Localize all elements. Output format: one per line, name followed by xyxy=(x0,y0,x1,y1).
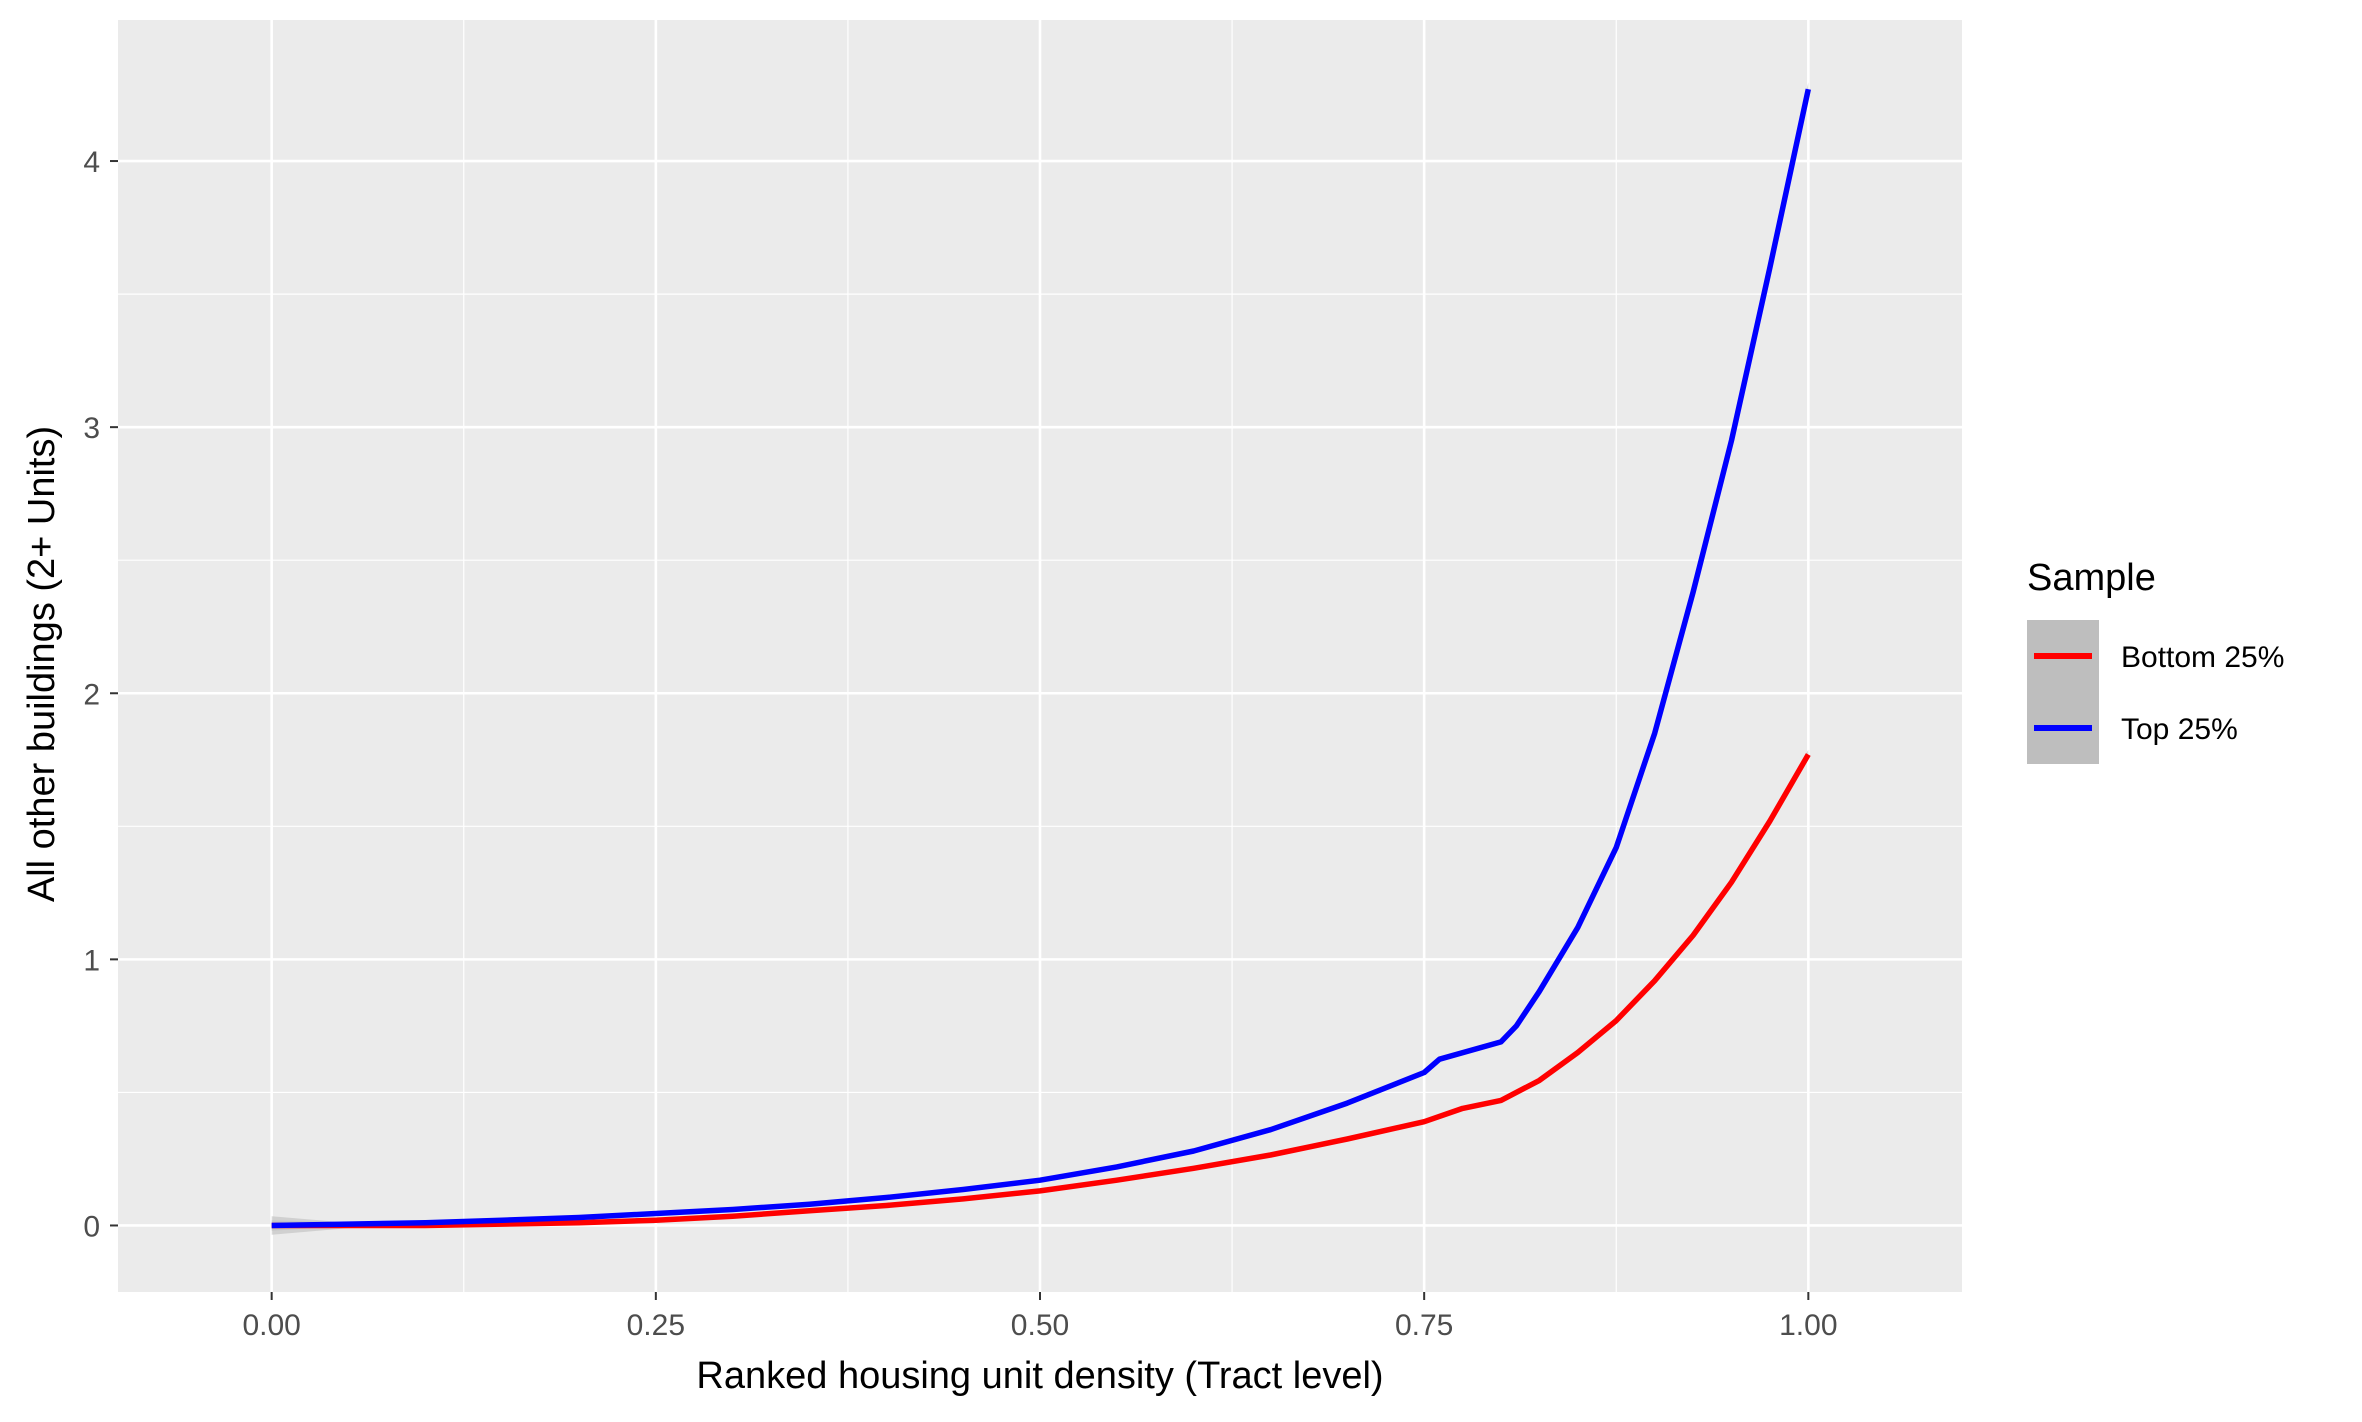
y-tick-label: 2 xyxy=(83,678,100,711)
y-tick-label: 0 xyxy=(83,1210,100,1243)
y-tick-label: 1 xyxy=(83,944,100,977)
series-line-1 xyxy=(271,753,1811,1229)
series-lines xyxy=(271,88,1811,1229)
legend-entry-label: Bottom 25% xyxy=(2121,641,2284,674)
x-tick-label: 1.00 xyxy=(1779,1309,1837,1342)
x-tick-label: 0.50 xyxy=(1011,1309,1069,1342)
x-tick-label: 0.25 xyxy=(627,1309,685,1342)
x-axis-title: Ranked housing unit density (Tract level… xyxy=(696,1355,1383,1397)
x-tick-label: 0.75 xyxy=(1395,1309,1453,1342)
x-tick-label: 0.00 xyxy=(242,1309,300,1342)
y-axis-title: All other buildings (2+ Units) xyxy=(21,426,63,902)
y-tick-label: 4 xyxy=(83,146,100,179)
legend-entry-label: Top 25% xyxy=(2121,713,2238,746)
series-line-2 xyxy=(271,88,1811,1229)
legend-entries: Bottom 25% Top 25% xyxy=(2027,620,2284,764)
grid-major xyxy=(118,20,1962,1292)
y-tick-label: 3 xyxy=(83,412,100,445)
legend: Sample Bottom 25% Top 25% xyxy=(2027,557,2284,764)
legend-title: Sample xyxy=(2027,557,2156,599)
y-axis: 0 1 2 3 4 xyxy=(83,146,118,1243)
x-axis: 0.00 0.25 0.50 0.75 1.00 xyxy=(242,1292,1838,1342)
